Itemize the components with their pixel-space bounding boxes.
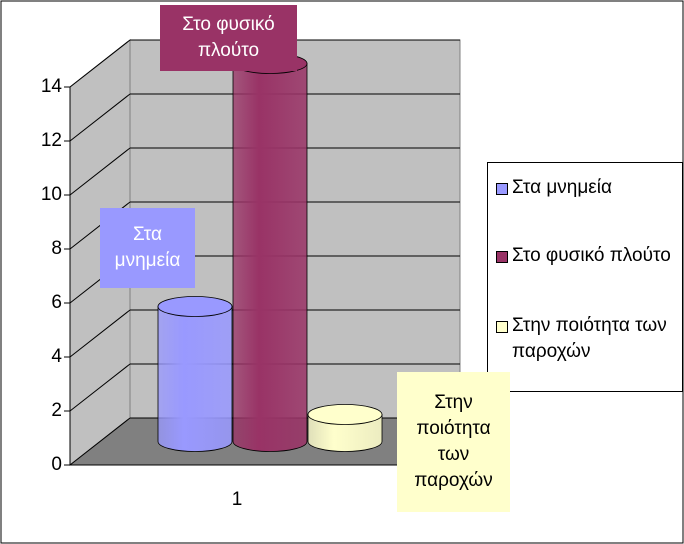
y-tick-label: 8 bbox=[51, 238, 62, 259]
y-tick-label: 12 bbox=[41, 130, 62, 151]
data-label: Στο φυσικό πλούτο bbox=[160, 5, 297, 71]
legend-entry: Στην ποιότητα των παροχών bbox=[496, 313, 684, 365]
legend-entry: Στο φυσικό πλούτο bbox=[496, 243, 684, 269]
data-label: Στην ποιότητα των παροχών bbox=[397, 372, 510, 512]
legend-swatch bbox=[496, 183, 508, 195]
legend-swatch bbox=[496, 321, 508, 333]
y-tick-label: 2 bbox=[51, 400, 62, 421]
legend-swatch bbox=[496, 251, 508, 263]
grid-line bbox=[69, 309, 131, 358]
data-label: Στα μνημεία bbox=[100, 208, 195, 288]
cylinder bbox=[157, 306, 233, 452]
grid-line bbox=[69, 147, 131, 196]
grid-line bbox=[69, 363, 131, 412]
y-tick-label: 14 bbox=[41, 76, 63, 97]
legend-label: Στην ποιότητα των παροχών bbox=[512, 315, 667, 362]
grid-line bbox=[69, 39, 131, 88]
y-tick-label: 4 bbox=[51, 346, 62, 367]
grid-line bbox=[69, 93, 131, 142]
cylinder bbox=[307, 414, 383, 452]
y-tick-label: 6 bbox=[51, 292, 62, 313]
legend-entry: Στα μνημεία bbox=[496, 175, 684, 201]
legend-label: Στο φυσικό πλούτο bbox=[512, 245, 671, 266]
y-tick-label: 10 bbox=[41, 184, 62, 205]
x-tick-label: 1 bbox=[232, 489, 243, 510]
cylinder bbox=[232, 63, 308, 452]
legend-label: Στα μνημεία bbox=[512, 177, 612, 198]
cylinder-top bbox=[307, 404, 383, 425]
cylinder-top bbox=[157, 296, 233, 317]
y-tick-label: 0 bbox=[51, 454, 62, 475]
legend: Στα μνημεία Στο φυσικό πλούτο Στην ποιότητ… bbox=[487, 162, 683, 392]
grid-line bbox=[69, 417, 131, 466]
